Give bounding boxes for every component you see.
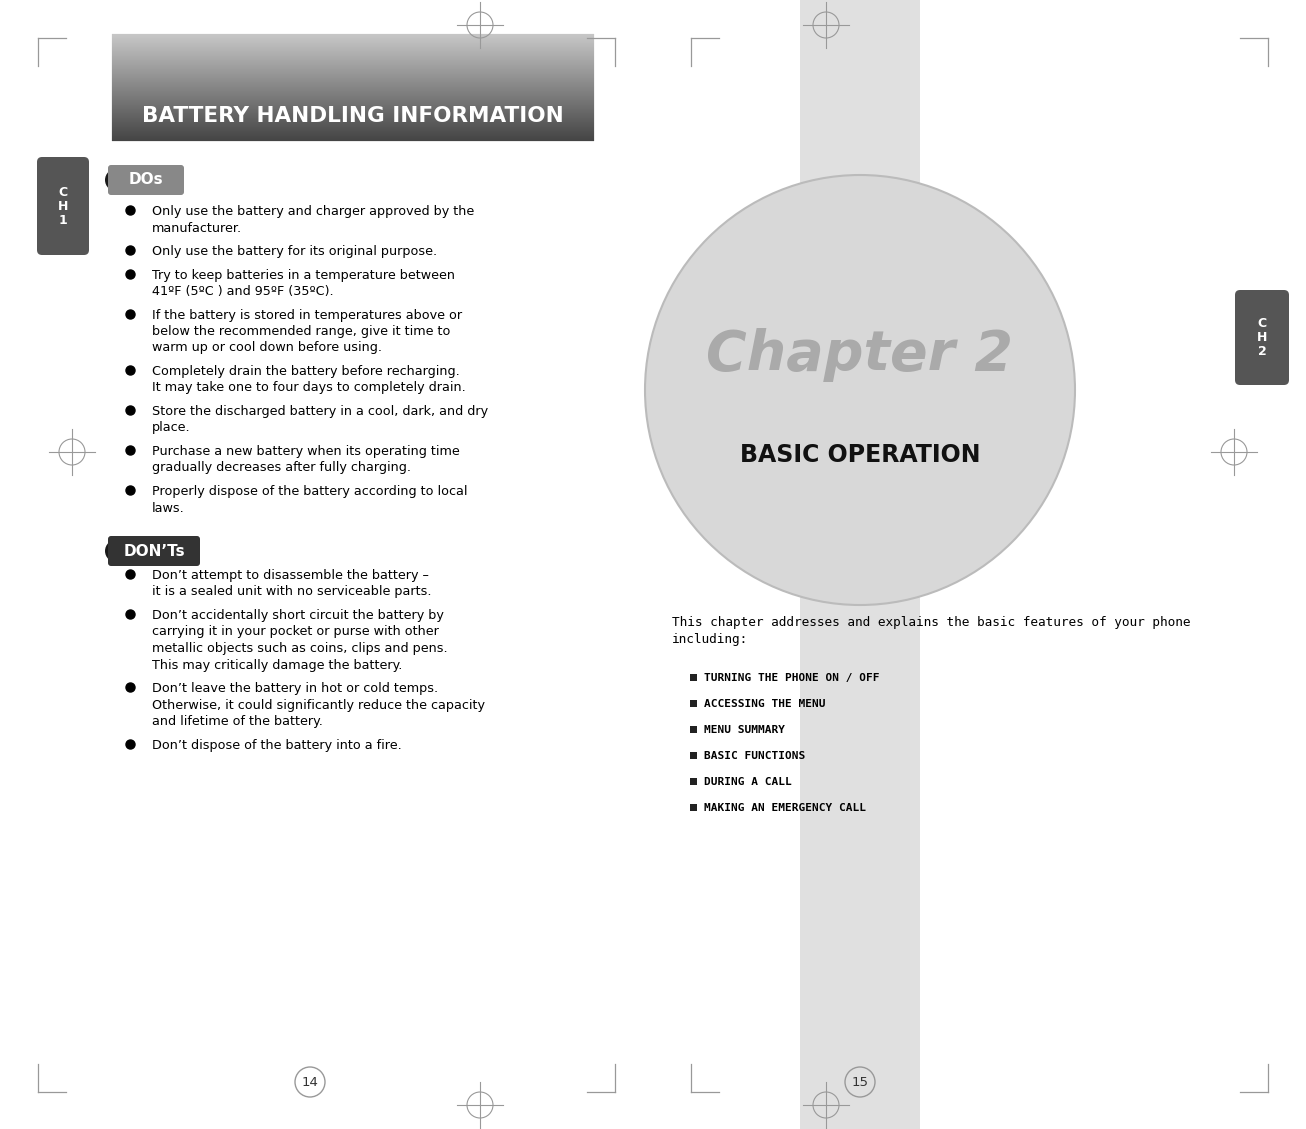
Bar bbox=[690, 726, 697, 733]
Text: MAKING AN EMERGENCY CALL: MAKING AN EMERGENCY CALL bbox=[704, 803, 866, 813]
FancyBboxPatch shape bbox=[108, 165, 184, 195]
Text: 15: 15 bbox=[852, 1076, 868, 1088]
FancyBboxPatch shape bbox=[108, 536, 200, 566]
FancyBboxPatch shape bbox=[37, 157, 89, 255]
Text: BASIC OPERATION: BASIC OPERATION bbox=[739, 443, 981, 467]
Bar bbox=[690, 804, 697, 811]
FancyBboxPatch shape bbox=[1235, 290, 1289, 385]
Text: warm up or cool down before using.: warm up or cool down before using. bbox=[151, 341, 381, 355]
Text: Only use the battery for its original purpose.: Only use the battery for its original pu… bbox=[151, 245, 438, 259]
Text: DON’Ts: DON’Ts bbox=[123, 543, 185, 559]
Text: gradually decreases after fully charging.: gradually decreases after fully charging… bbox=[151, 462, 411, 474]
Text: 14: 14 bbox=[302, 1076, 319, 1088]
Bar bbox=[690, 778, 697, 785]
Text: Properly dispose of the battery according to local: Properly dispose of the battery accordin… bbox=[151, 485, 468, 498]
Circle shape bbox=[645, 175, 1075, 605]
Text: Completely drain the battery before recharging.: Completely drain the battery before rech… bbox=[151, 365, 460, 378]
Text: Try to keep batteries in a temperature between: Try to keep batteries in a temperature b… bbox=[151, 269, 454, 281]
Text: Don’t attempt to disassemble the battery –: Don’t attempt to disassemble the battery… bbox=[151, 569, 428, 583]
Ellipse shape bbox=[104, 168, 131, 192]
Text: below the recommended range, give it time to: below the recommended range, give it tim… bbox=[151, 325, 451, 338]
Text: metallic objects such as coins, clips and pens.: metallic objects such as coins, clips an… bbox=[151, 642, 448, 655]
Text: C
H
1: C H 1 bbox=[57, 185, 68, 227]
Text: DURING A CALL: DURING A CALL bbox=[704, 777, 791, 787]
Text: laws.: laws. bbox=[151, 501, 184, 515]
Bar bbox=[690, 700, 697, 707]
Text: Don’t dispose of the battery into a fire.: Don’t dispose of the battery into a fire… bbox=[151, 738, 402, 752]
Text: Purchase a new battery when its operating time: Purchase a new battery when its operatin… bbox=[151, 445, 460, 458]
Text: TURNING THE PHONE ON / OFF: TURNING THE PHONE ON / OFF bbox=[704, 673, 879, 683]
Text: This chapter addresses and explains the basic features of your phone
including:: This chapter addresses and explains the … bbox=[673, 616, 1191, 647]
Text: Don’t accidentally short circuit the battery by: Don’t accidentally short circuit the bat… bbox=[151, 609, 444, 622]
Text: carrying it in your pocket or purse with other: carrying it in your pocket or purse with… bbox=[151, 625, 439, 639]
Text: Don’t leave the battery in hot or cold temps.: Don’t leave the battery in hot or cold t… bbox=[151, 682, 438, 695]
Text: Chapter 2: Chapter 2 bbox=[707, 329, 1013, 382]
Text: 41ºF (5ºC ) and 95ºF (35ºC).: 41ºF (5ºC ) and 95ºF (35ºC). bbox=[151, 285, 333, 298]
Text: BATTERY HANDLING INFORMATION: BATTERY HANDLING INFORMATION bbox=[142, 106, 564, 126]
Text: Otherwise, it could significantly reduce the capacity: Otherwise, it could significantly reduce… bbox=[151, 699, 485, 711]
Text: It may take one to four days to completely drain.: It may take one to four days to complete… bbox=[151, 382, 466, 394]
Text: manufacturer.: manufacturer. bbox=[151, 221, 242, 235]
Text: This may critically damage the battery.: This may critically damage the battery. bbox=[151, 658, 402, 672]
Text: DOs: DOs bbox=[129, 173, 163, 187]
Text: Store the discharged battery in a cool, dark, and dry: Store the discharged battery in a cool, … bbox=[151, 405, 488, 418]
Text: Only use the battery and charger approved by the: Only use the battery and charger approve… bbox=[151, 205, 474, 218]
Text: and lifetime of the battery.: and lifetime of the battery. bbox=[151, 715, 323, 728]
Bar bbox=[690, 674, 697, 681]
Text: it is a sealed unit with no serviceable parts.: it is a sealed unit with no serviceable … bbox=[151, 586, 431, 598]
Text: ACCESSING THE MENU: ACCESSING THE MENU bbox=[704, 699, 825, 709]
Text: BASIC FUNCTIONS: BASIC FUNCTIONS bbox=[704, 751, 806, 761]
Ellipse shape bbox=[104, 539, 131, 563]
Text: C
H
2: C H 2 bbox=[1256, 317, 1267, 358]
Text: If the battery is stored in temperatures above or: If the battery is stored in temperatures… bbox=[151, 308, 462, 322]
Text: MENU SUMMARY: MENU SUMMARY bbox=[704, 725, 785, 735]
Bar bbox=[690, 752, 697, 759]
Text: place.: place. bbox=[151, 421, 191, 435]
Bar bbox=[801, 0, 919, 1129]
